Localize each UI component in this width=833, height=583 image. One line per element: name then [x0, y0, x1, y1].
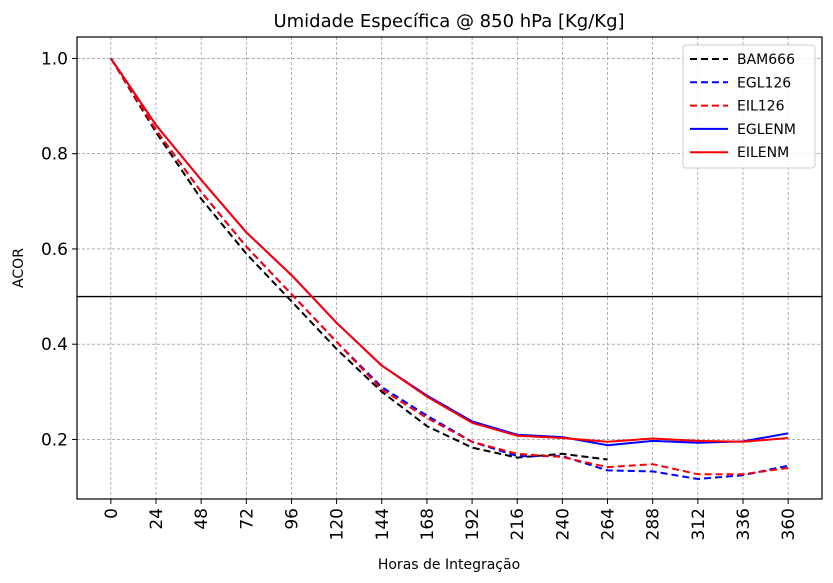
- chart-title: Umidade Específica @ 850 hPa [Kg/Kg]: [273, 11, 624, 32]
- legend-label-eil126: EIL126: [737, 99, 785, 115]
- y-tick-label: 0.2: [41, 430, 68, 450]
- x-tick-label: 216: [508, 508, 528, 540]
- x-tick-label: 144: [373, 508, 393, 540]
- legend-box: [682, 44, 816, 169]
- x-tick-label: 288: [644, 508, 664, 540]
- x-tick-label: 312: [689, 508, 709, 540]
- x-tick-label: 168: [418, 508, 438, 540]
- legend-label-egl126: EGL126: [737, 75, 791, 91]
- series-line-bam666: [110, 57, 608, 461]
- series-line-eilenm: [110, 57, 789, 443]
- x-tick-label: 360: [779, 508, 799, 540]
- legend-label-eglenm: EGLENM: [737, 122, 796, 138]
- x-axis-label: Horas de Integração: [378, 557, 520, 573]
- y-tick-label: 0.4: [41, 335, 68, 355]
- y-axis: 0.2 0.4 0.6 0.8 1.0: [41, 49, 77, 450]
- legend-label-eilenm: EILENM: [737, 145, 789, 161]
- legend: BAM666 EGL126 EIL126 EGLENM EILENM: [682, 44, 816, 169]
- x-tick-label: 96: [282, 508, 302, 530]
- x-tick-label: 192: [463, 508, 483, 540]
- x-tick-label: 120: [328, 508, 348, 540]
- x-tick-label: 72: [237, 508, 257, 530]
- series-line-eil126: [110, 57, 789, 476]
- y-tick-label: 0.8: [41, 145, 68, 165]
- x-tick-label: 240: [553, 508, 573, 540]
- x-tick-label: 48: [192, 508, 212, 530]
- y-tick-label: 1.0: [41, 49, 68, 69]
- x-tick-label: 0: [102, 508, 122, 519]
- plot-area: [76, 36, 823, 500]
- x-tick-label: 336: [734, 508, 754, 540]
- series-lines: [110, 57, 789, 480]
- x-axis: 0 24 48 72 96 120 144 168 192 216 240 264 288 312 336 3…: [102, 499, 799, 540]
- grid: [77, 37, 822, 499]
- y-tick-label: 0.6: [41, 240, 68, 260]
- series-line-egl126: [110, 57, 789, 480]
- legend-label-bam666: BAM666: [737, 52, 795, 68]
- x-tick-label: 24: [147, 508, 167, 530]
- y-axis-label: ACOR: [11, 248, 27, 288]
- x-tick-label: 264: [599, 508, 619, 540]
